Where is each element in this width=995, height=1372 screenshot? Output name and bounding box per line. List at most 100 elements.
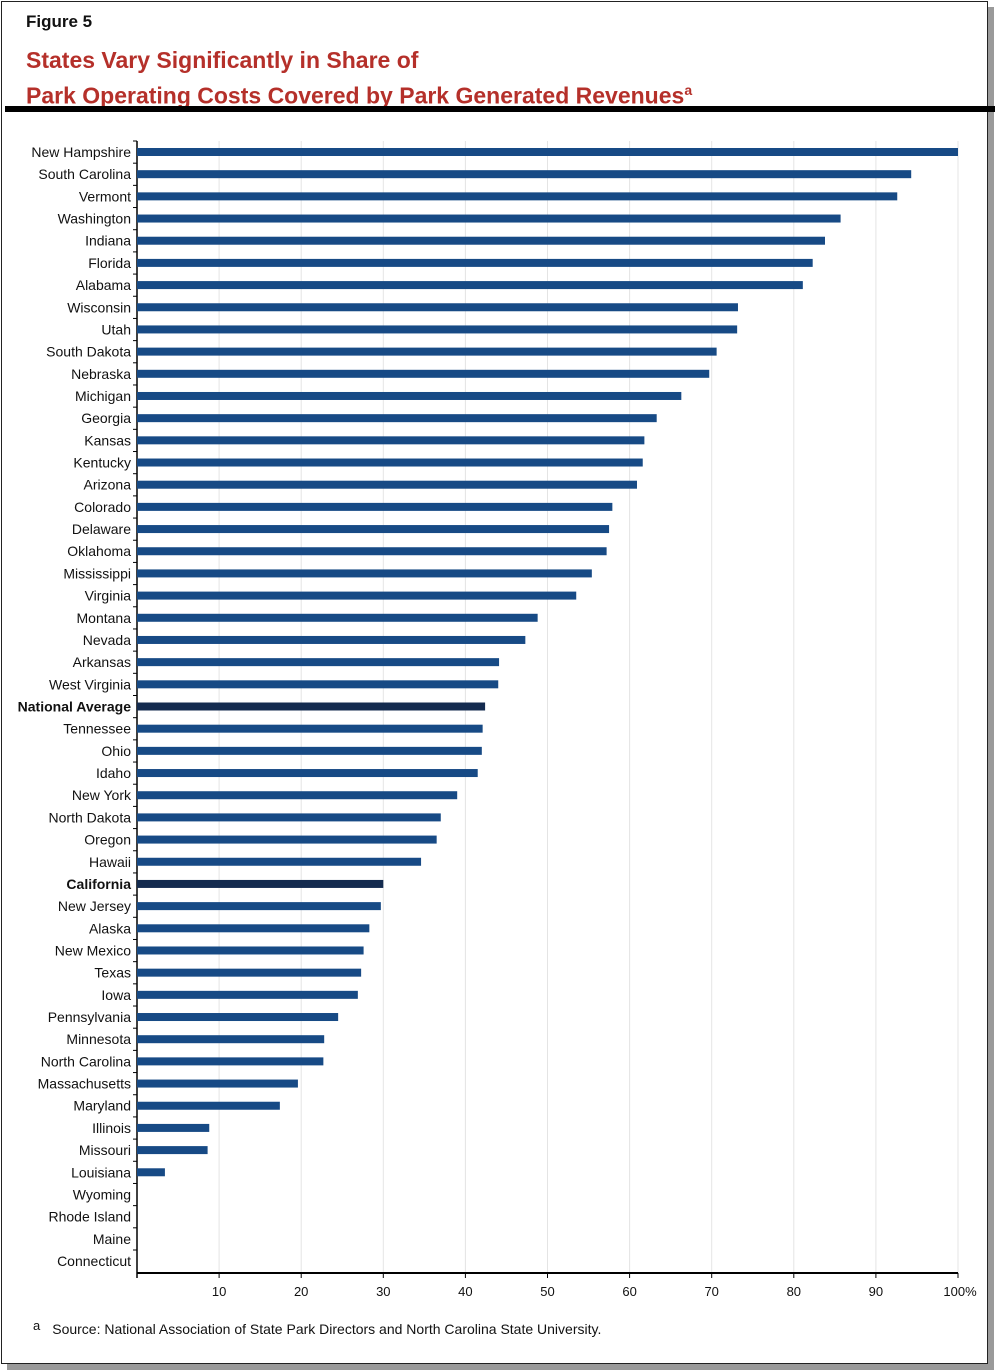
category-label: New Hampshire: [31, 144, 131, 160]
category-label: Mississippi: [63, 565, 131, 581]
category-label: West Virginia: [49, 676, 131, 692]
bar-georgia: [137, 414, 657, 423]
category-label: Kansas: [84, 432, 131, 448]
bar-michigan: [137, 391, 682, 400]
x-tick-label: 80: [787, 1284, 801, 1299]
category-label: Maryland: [73, 1098, 131, 1114]
x-tick-label: 90: [869, 1284, 883, 1299]
category-label: Iowa: [101, 987, 131, 1003]
footnote-marker: a: [33, 1318, 41, 1333]
bar-west-virginia: [137, 680, 499, 689]
category-label: Texas: [94, 965, 131, 981]
footnote-text: Source: National Association of State Pa…: [52, 1321, 602, 1337]
category-label: Pennsylvania: [48, 1009, 131, 1025]
category-label: Delaware: [72, 521, 131, 537]
title-line-2: Park Operating Costs Covered by Park Gen…: [26, 82, 685, 109]
category-label: California: [66, 876, 131, 892]
bar-delaware: [137, 525, 610, 534]
bar-south-carolina: [137, 170, 912, 179]
figure-label: Figure 5: [26, 12, 93, 31]
bar-missouri: [137, 1146, 208, 1155]
category-label: Louisiana: [71, 1164, 131, 1180]
category-label: Connecticut: [57, 1253, 131, 1269]
x-tick-label: 100%: [943, 1284, 977, 1299]
category-label: Kentucky: [73, 455, 131, 471]
bar-ohio: [137, 746, 482, 755]
category-label: Rhode Island: [48, 1209, 131, 1225]
bar-louisiana: [137, 1168, 165, 1177]
bar-north-dakota: [137, 813, 441, 822]
bar-massachusetts: [137, 1079, 298, 1088]
category-label: Utah: [101, 321, 131, 337]
category-label: North Dakota: [49, 809, 132, 825]
category-label: New Jersey: [58, 898, 131, 914]
x-tick-label: 10: [212, 1284, 226, 1299]
category-label: North Carolina: [41, 1053, 131, 1069]
bar-national-average: [137, 702, 486, 711]
title-line-1: States Vary Significantly in Share of: [26, 47, 419, 73]
bar-texas: [137, 968, 362, 977]
category-label: Oklahoma: [67, 543, 131, 559]
category-label: Hawaii: [89, 854, 131, 870]
bar-iowa: [137, 990, 358, 999]
category-label: Tennessee: [63, 721, 131, 737]
title-footnote-marker: a: [684, 82, 693, 98]
x-tick-label: 50: [540, 1284, 554, 1299]
category-label: Minnesota: [66, 1031, 131, 1047]
bar-south-dakota: [137, 347, 717, 356]
bar-nebraska: [137, 369, 710, 378]
bar-vermont: [137, 192, 898, 201]
bar-kansas: [137, 436, 645, 445]
bar-utah: [137, 325, 738, 334]
category-label: Georgia: [81, 410, 131, 426]
category-label: Nevada: [83, 632, 131, 648]
bar-new-york: [137, 791, 458, 800]
category-label: New York: [72, 787, 132, 803]
chart-title: States Vary Significantly in Share of Pa…: [26, 45, 692, 111]
bar-minnesota: [137, 1035, 325, 1044]
bar-north-carolina: [137, 1057, 324, 1066]
footnote: a Source: National Association of State P…: [33, 1318, 602, 1337]
bar-alaska: [137, 924, 370, 933]
category-label: Vermont: [79, 188, 131, 204]
bar-nevada: [137, 635, 526, 644]
category-label: Idaho: [96, 765, 131, 781]
category-label: Washington: [58, 211, 131, 227]
bar-arizona: [137, 480, 637, 489]
bar-new-mexico: [137, 946, 364, 955]
bar-mississippi: [137, 569, 592, 578]
category-label: Virginia: [85, 588, 132, 604]
bar-illinois: [137, 1123, 210, 1132]
bar-new-hampshire: [137, 148, 958, 156]
bar-arkansas: [137, 658, 500, 667]
bar-washington: [137, 214, 841, 223]
x-tick-label: 60: [622, 1284, 636, 1299]
category-label: Wyoming: [73, 1186, 131, 1202]
x-tick-label: 30: [376, 1284, 390, 1299]
category-label: South Carolina: [38, 166, 131, 182]
category-label: Nebraska: [71, 366, 131, 382]
category-label: Indiana: [85, 233, 131, 249]
title-rule: [5, 106, 995, 112]
bar-california: [137, 879, 384, 888]
category-label: Missouri: [79, 1142, 131, 1158]
category-label: Oregon: [84, 832, 131, 848]
bar-indiana: [137, 236, 825, 245]
category-label: Alabama: [76, 277, 131, 293]
bar-oklahoma: [137, 547, 607, 556]
category-label: Arizona: [84, 477, 132, 493]
category-label: Ohio: [101, 743, 131, 759]
category-label: New Mexico: [55, 942, 131, 958]
bar-florida: [137, 258, 813, 267]
x-tick-label: 20: [294, 1284, 308, 1299]
bar-kentucky: [137, 458, 643, 467]
category-label: Montana: [77, 610, 132, 626]
bar-new-jersey: [137, 902, 381, 911]
bar-montana: [137, 613, 538, 622]
bar-wisconsin: [137, 303, 738, 312]
bar-virginia: [137, 591, 577, 600]
category-label: South Dakota: [46, 344, 131, 360]
bar-oregon: [137, 835, 437, 844]
